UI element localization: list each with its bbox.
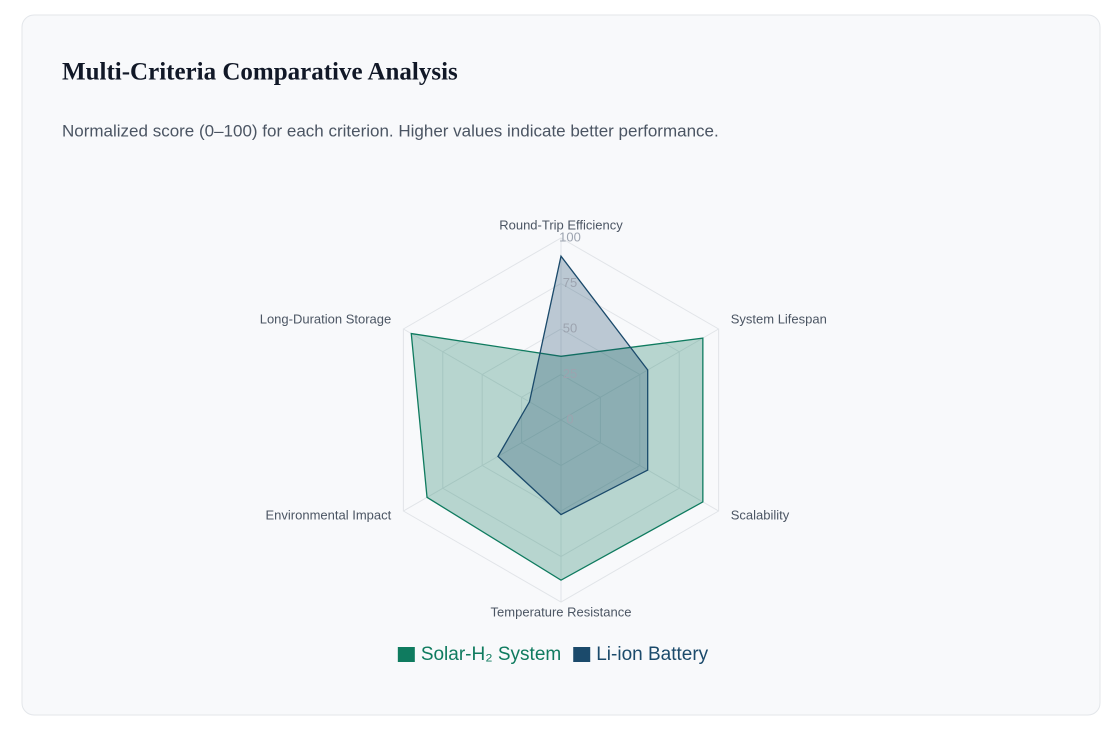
plot: Round-Trip Efficiency System Lifespan Scal…	[260, 217, 827, 619]
r-tick-label: 100	[559, 229, 581, 244]
legend: Solar-H₂ System Li-ion Battery	[397, 644, 709, 665]
spoke	[560, 328, 719, 421]
legend-swatch	[573, 647, 591, 662]
spoke	[560, 419, 719, 512]
legend-label: Li-ion Battery	[596, 644, 708, 665]
chart-subtitle: Normalized score (0–100) for each criter…	[62, 121, 719, 140]
axis-label: System Lifespan	[731, 311, 827, 326]
axis-label: Long-Duration Storage	[260, 311, 392, 326]
spoke	[403, 328, 562, 421]
axis-label: Round-Trip Efficiency	[499, 217, 623, 232]
grid	[402, 237, 720, 603]
legend-swatch	[397, 647, 415, 662]
axis-label: Scalability	[731, 507, 790, 522]
series-area	[497, 254, 649, 516]
series-area	[410, 332, 704, 581]
chart-title: Multi-Criteria Comparative Analysis	[62, 59, 458, 86]
axis-label: Temperature Resistance	[491, 604, 632, 619]
spoke	[403, 419, 562, 512]
axis-label: Environmental Impact	[266, 507, 392, 522]
r-tick-label: 25	[563, 366, 577, 381]
r-tick-label: 75	[563, 275, 577, 290]
legend-label: Solar-H₂ System	[421, 644, 561, 665]
r-tick-label: 0	[566, 411, 573, 426]
r-tick-label: 50	[563, 320, 577, 335]
